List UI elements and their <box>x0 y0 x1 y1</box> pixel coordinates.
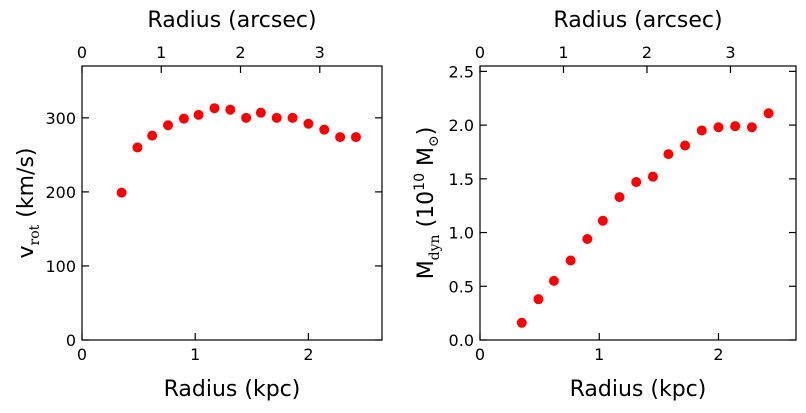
data-point <box>116 187 127 198</box>
data-point <box>132 142 143 153</box>
data-point <box>193 109 204 120</box>
data-point <box>225 104 236 115</box>
y-tick-label: 0.0 <box>449 331 474 350</box>
y-tick-label: 100 <box>45 257 76 276</box>
y-axis-title: vrot (km/s) <box>14 148 43 259</box>
x-axis-title: Radius (kpc) <box>164 377 301 402</box>
y-tick-label: 1.5 <box>449 170 474 189</box>
y-tick-label: 200 <box>45 183 76 202</box>
x2-tick-label: 1 <box>558 43 568 62</box>
y-tick-label: 300 <box>45 109 76 128</box>
x-tick-label: 2 <box>713 345 723 364</box>
x-tick-label: 1 <box>190 345 200 364</box>
data-point <box>680 140 691 151</box>
x2-tick-label: 3 <box>315 43 325 62</box>
data-point <box>713 122 724 133</box>
data-point <box>271 112 282 123</box>
tick-marks <box>81 66 382 341</box>
tick-labels: 0 1 2 0 1 2 3 0 100 200 300 <box>45 43 324 364</box>
data-point <box>763 108 774 119</box>
data-point <box>516 317 527 328</box>
data-point <box>631 177 642 188</box>
data-point <box>163 120 174 131</box>
data-point <box>241 112 252 123</box>
x2-tick-label: 3 <box>725 43 735 62</box>
data-points <box>516 108 774 328</box>
data-point <box>287 112 298 123</box>
x2-tick-label: 2 <box>642 43 652 62</box>
x2-tick-label: 0 <box>77 43 87 62</box>
plot-frame <box>479 65 797 341</box>
panel-dynamical-mass: 0 1 2 0 1 2 3 0.0 0.5 1.0 1.5 2.0 2.5 Radius (kpc) R… <box>412 8 797 402</box>
y-tick-label: 0 <box>66 331 76 350</box>
data-point <box>548 275 559 286</box>
tick-labels: 0 1 2 0 1 2 3 0.0 0.5 1.0 1.5 2.0 2.5 <box>449 43 736 364</box>
data-point <box>319 124 330 135</box>
x2-axis-title: Radius (arcsec) <box>147 8 316 33</box>
x-tick-label: 0 <box>475 345 485 364</box>
x2-tick-label: 1 <box>156 43 166 62</box>
data-point <box>730 121 741 132</box>
data-point <box>303 118 314 129</box>
x2-axis-title: Radius (arcsec) <box>553 8 722 33</box>
y-tick-label: 2.5 <box>449 62 474 81</box>
y-axis-title: Mdyn (1010 M⊙) <box>412 127 443 280</box>
x2-tick-label: 0 <box>475 43 485 62</box>
data-point <box>647 171 658 182</box>
x-tick-label: 1 <box>594 345 604 364</box>
data-point <box>147 130 158 141</box>
x-tick-label: 0 <box>77 345 87 364</box>
data-point <box>565 255 576 266</box>
data-point <box>255 107 266 118</box>
x-axis-title: Radius (kpc) <box>570 377 707 402</box>
y-tick-label: 1.0 <box>449 224 474 243</box>
data-points <box>116 103 361 198</box>
y-tick-label: 0.5 <box>449 277 474 296</box>
y-tick-label: 2.0 <box>449 116 474 135</box>
data-point <box>350 132 361 143</box>
data-point <box>663 149 674 160</box>
panel-rotation-curve: 0 1 2 0 1 2 3 0 100 200 300 Radius (kpc) Radius (a… <box>14 8 383 402</box>
data-point <box>178 113 189 124</box>
data-point <box>582 233 593 244</box>
plot-frame <box>81 65 383 341</box>
data-point <box>597 215 608 226</box>
data-point <box>614 192 625 203</box>
data-point <box>746 122 757 133</box>
data-point <box>533 294 544 305</box>
data-point <box>696 125 707 136</box>
data-point <box>335 132 346 143</box>
tick-marks <box>479 66 796 341</box>
x2-tick-label: 2 <box>235 43 245 62</box>
data-point <box>209 103 220 114</box>
x-tick-label: 2 <box>303 345 313 364</box>
